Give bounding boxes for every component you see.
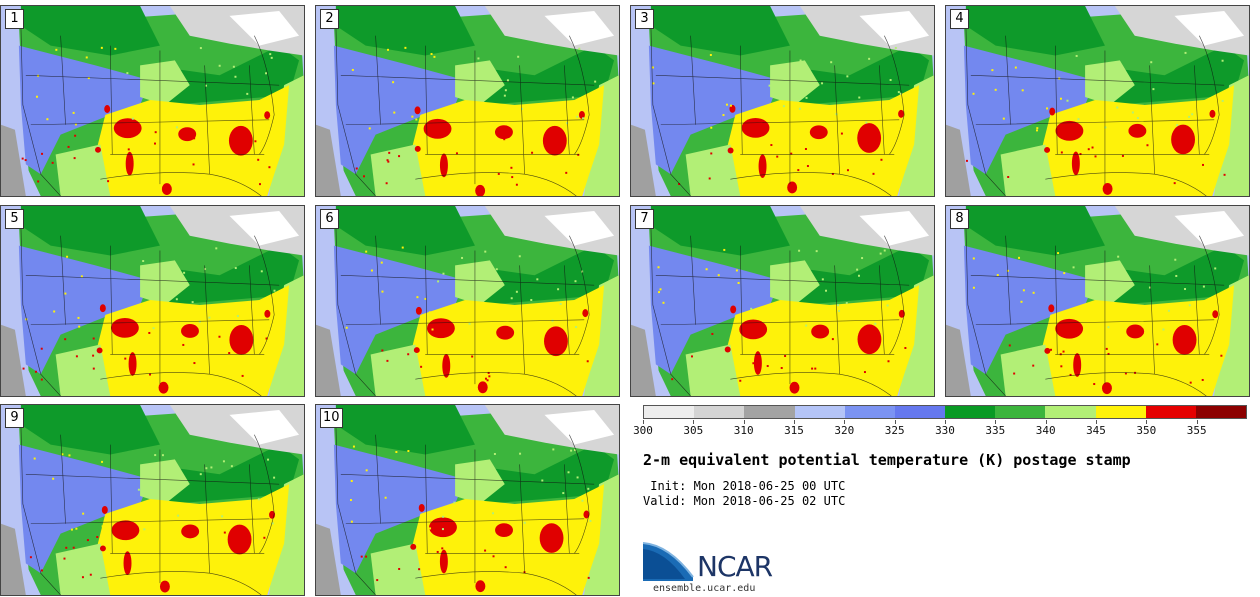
tick-mark	[995, 420, 997, 424]
tick-label: 300	[633, 424, 653, 437]
colorbar-swatch	[945, 406, 996, 418]
temperature-map	[316, 206, 619, 396]
ensemble-member-panel: 4	[945, 5, 1250, 197]
tick-mark	[794, 420, 795, 424]
tick-mark	[894, 420, 896, 424]
colorbar-swatch	[1095, 406, 1146, 418]
ensemble-member-panel: 7	[630, 205, 935, 397]
temperature-map	[946, 6, 1249, 196]
ncar-wordmark: NCAR	[697, 550, 773, 583]
tick-mark	[1146, 420, 1148, 424]
tick-label: 310	[733, 424, 754, 437]
temperature-map	[946, 206, 1249, 396]
valid-time: Valid: Mon 2018-06-25 02 UTC	[643, 494, 846, 508]
tick-label: 325	[884, 424, 905, 437]
temperature-map	[1, 6, 304, 196]
colorbar-swatch	[644, 406, 695, 418]
tick-mark	[1096, 420, 1097, 424]
temperature-map	[1, 405, 304, 595]
init-time: Init: Mon 2018-06-25 00 UTC	[643, 479, 846, 493]
tick-label: 340	[1035, 424, 1056, 437]
tick-mark	[844, 420, 846, 424]
ncar-logo: NCAR	[643, 539, 793, 585]
member-number: 1	[5, 9, 24, 29]
tick-mark	[743, 420, 745, 424]
colorbar-swatch	[694, 406, 745, 418]
tick-label: 335	[985, 424, 1006, 437]
ensemble-member-panel: 2	[315, 5, 620, 197]
tick-mark	[693, 420, 695, 424]
colorbar-swatch	[744, 406, 795, 418]
tick-label: 345	[1086, 424, 1106, 437]
member-number: 6	[320, 209, 339, 229]
member-number: 3	[635, 9, 654, 29]
temperature-map	[631, 206, 934, 396]
tick-label: 305	[683, 424, 704, 437]
tick-label: 320	[834, 424, 855, 437]
member-number: 9	[5, 408, 24, 428]
temperature-map	[316, 6, 619, 196]
colorbar-ticks: 300 305 310 315 320 325 330 335 340 345 350 355	[633, 420, 1247, 440]
ensemble-member-panel: 6	[315, 205, 620, 397]
member-number: 4	[950, 9, 969, 29]
member-number: 2	[320, 9, 339, 29]
colorbar-swatch	[894, 406, 946, 418]
colorbar-swatch	[1045, 406, 1096, 418]
tick-mark	[945, 420, 946, 424]
temperature-map	[631, 6, 934, 196]
member-number: 10	[320, 408, 343, 428]
ensemble-member-panel: 3	[630, 5, 935, 197]
tick-label: 315	[784, 424, 804, 437]
tick-label: 355	[1186, 424, 1207, 437]
colorbar-swatch	[844, 406, 895, 418]
tick-label: 330	[935, 424, 955, 437]
plot-title: 2-m equivalent potential temperature (K)…	[643, 451, 1131, 469]
temperature-map	[316, 405, 619, 595]
ensemble-member-panel: 5	[0, 205, 305, 397]
ensemble-member-panel: 8	[945, 205, 1250, 397]
colorbar-swatch	[1195, 406, 1247, 418]
colorbar	[643, 405, 1247, 419]
colorbar-swatch	[995, 406, 1046, 418]
member-number: 7	[635, 209, 654, 229]
tick-mark	[1196, 420, 1198, 424]
tick-label: 350	[1136, 424, 1157, 437]
temperature-map	[1, 206, 304, 396]
logo-url: ensemble.ucar.edu	[653, 583, 756, 594]
ensemble-member-panel: 9	[0, 404, 305, 596]
tick-mark	[643, 420, 644, 424]
ncar-swoosh-icon	[643, 542, 694, 581]
member-number: 8	[950, 209, 969, 229]
ensemble-member-panel: 1	[0, 5, 305, 197]
member-number: 5	[5, 209, 24, 229]
colorbar-swatch	[1145, 406, 1196, 418]
ensemble-member-panel: 10	[315, 404, 620, 596]
colorbar-swatch	[794, 406, 845, 418]
tick-mark	[1045, 420, 1047, 424]
